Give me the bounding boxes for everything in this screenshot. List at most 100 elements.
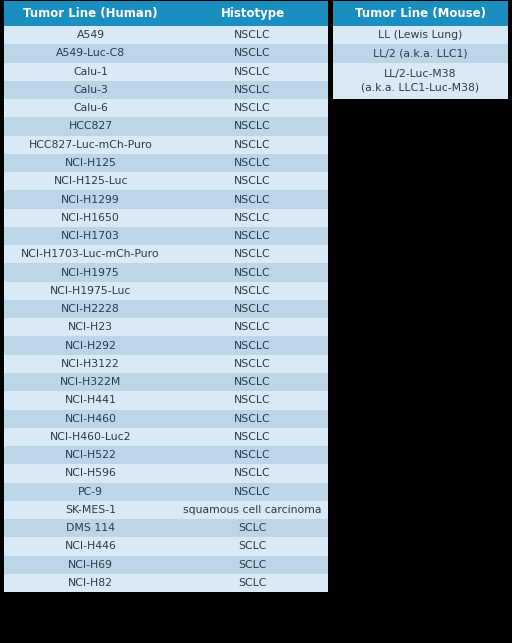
FancyBboxPatch shape (177, 318, 328, 336)
Text: DMS 114: DMS 114 (66, 523, 115, 533)
Text: A549: A549 (77, 30, 105, 40)
FancyBboxPatch shape (4, 482, 177, 501)
FancyBboxPatch shape (177, 355, 328, 373)
Text: squamous cell carcinoma: squamous cell carcinoma (183, 505, 322, 515)
FancyBboxPatch shape (4, 62, 177, 81)
FancyBboxPatch shape (177, 227, 328, 245)
Text: NSCLC: NSCLC (234, 395, 271, 405)
Text: PC-9: PC-9 (78, 487, 103, 496)
Text: NSCLC: NSCLC (234, 176, 271, 186)
FancyBboxPatch shape (4, 81, 177, 99)
FancyBboxPatch shape (177, 336, 328, 355)
Text: NSCLC: NSCLC (234, 377, 271, 387)
Text: NSCLC: NSCLC (234, 322, 271, 332)
FancyBboxPatch shape (4, 26, 177, 44)
Text: LL/2-Luc-M38
(a.k.a. LLC1-Luc-M38): LL/2-Luc-M38 (a.k.a. LLC1-Luc-M38) (361, 69, 479, 93)
FancyBboxPatch shape (4, 117, 177, 136)
FancyBboxPatch shape (177, 482, 328, 501)
FancyBboxPatch shape (4, 190, 177, 208)
Text: NSCLC: NSCLC (234, 267, 271, 278)
Text: NCI-H460-Luc2: NCI-H460-Luc2 (50, 432, 132, 442)
Text: NSCLC: NSCLC (234, 140, 271, 150)
Text: HCC827: HCC827 (69, 122, 113, 131)
FancyBboxPatch shape (4, 519, 177, 538)
Text: NCI-H2228: NCI-H2228 (61, 304, 120, 314)
Text: Tumor Line (Mouse): Tumor Line (Mouse) (355, 7, 486, 20)
FancyBboxPatch shape (177, 172, 328, 190)
Text: SCLC: SCLC (238, 541, 267, 552)
FancyBboxPatch shape (177, 574, 328, 592)
Text: NCI-H446: NCI-H446 (65, 541, 117, 552)
FancyBboxPatch shape (4, 318, 177, 336)
Text: NCI-H1299: NCI-H1299 (61, 195, 120, 204)
FancyBboxPatch shape (177, 245, 328, 264)
FancyBboxPatch shape (177, 208, 328, 227)
Text: NSCLC: NSCLC (234, 231, 271, 241)
FancyBboxPatch shape (177, 501, 328, 519)
Text: NCI-H125: NCI-H125 (65, 158, 117, 168)
FancyBboxPatch shape (177, 81, 328, 99)
Text: NSCLC: NSCLC (234, 122, 271, 131)
FancyBboxPatch shape (4, 245, 177, 264)
FancyBboxPatch shape (4, 336, 177, 355)
Text: NSCLC: NSCLC (234, 85, 271, 95)
FancyBboxPatch shape (177, 44, 328, 62)
Text: NSCLC: NSCLC (234, 195, 271, 204)
FancyBboxPatch shape (177, 99, 328, 117)
FancyBboxPatch shape (177, 26, 328, 44)
Text: NCI-H596: NCI-H596 (65, 469, 117, 478)
Text: Calu-1: Calu-1 (73, 67, 108, 77)
FancyBboxPatch shape (4, 154, 177, 172)
FancyBboxPatch shape (177, 300, 328, 318)
Text: NSCLC: NSCLC (234, 432, 271, 442)
Text: NSCLC: NSCLC (234, 286, 271, 296)
FancyBboxPatch shape (177, 428, 328, 446)
FancyBboxPatch shape (4, 410, 177, 428)
FancyBboxPatch shape (177, 556, 328, 574)
FancyBboxPatch shape (4, 574, 177, 592)
FancyBboxPatch shape (4, 446, 177, 464)
FancyBboxPatch shape (4, 172, 177, 190)
Text: HCC827-Luc-mCh-Puro: HCC827-Luc-mCh-Puro (29, 140, 153, 150)
Text: A549-Luc-C8: A549-Luc-C8 (56, 48, 125, 59)
Text: SCLC: SCLC (238, 560, 267, 570)
Text: NCI-H3122: NCI-H3122 (61, 359, 120, 369)
Text: NCI-H69: NCI-H69 (68, 560, 113, 570)
FancyBboxPatch shape (4, 556, 177, 574)
Text: NSCLC: NSCLC (234, 469, 271, 478)
FancyBboxPatch shape (177, 154, 328, 172)
FancyBboxPatch shape (4, 391, 177, 410)
FancyBboxPatch shape (177, 464, 328, 482)
Text: NSCLC: NSCLC (234, 213, 271, 222)
Text: SCLC: SCLC (238, 523, 267, 533)
Text: NCI-H522: NCI-H522 (65, 450, 117, 460)
FancyBboxPatch shape (333, 1, 508, 26)
FancyBboxPatch shape (4, 208, 177, 227)
Text: NSCLC: NSCLC (234, 104, 271, 113)
FancyBboxPatch shape (177, 264, 328, 282)
Text: NCI-H322M: NCI-H322M (60, 377, 121, 387)
FancyBboxPatch shape (177, 136, 328, 154)
FancyBboxPatch shape (333, 62, 508, 99)
Text: NCI-H441: NCI-H441 (65, 395, 117, 405)
FancyBboxPatch shape (4, 44, 177, 62)
Text: Calu-6: Calu-6 (73, 104, 108, 113)
FancyBboxPatch shape (177, 391, 328, 410)
FancyBboxPatch shape (333, 44, 508, 62)
Text: NCI-H1703-Luc-mCh-Puro: NCI-H1703-Luc-mCh-Puro (22, 249, 160, 259)
FancyBboxPatch shape (177, 446, 328, 464)
FancyBboxPatch shape (4, 99, 177, 117)
FancyBboxPatch shape (4, 501, 177, 519)
Text: NSCLC: NSCLC (234, 158, 271, 168)
Text: Tumor Line (Human): Tumor Line (Human) (24, 7, 158, 20)
FancyBboxPatch shape (4, 136, 177, 154)
FancyBboxPatch shape (4, 373, 177, 391)
Text: NSCLC: NSCLC (234, 249, 271, 259)
Text: NSCLC: NSCLC (234, 359, 271, 369)
Text: NCI-H1975: NCI-H1975 (61, 267, 120, 278)
FancyBboxPatch shape (4, 227, 177, 245)
FancyBboxPatch shape (4, 428, 177, 446)
Text: NSCLC: NSCLC (234, 304, 271, 314)
FancyBboxPatch shape (177, 1, 328, 26)
FancyBboxPatch shape (4, 464, 177, 482)
